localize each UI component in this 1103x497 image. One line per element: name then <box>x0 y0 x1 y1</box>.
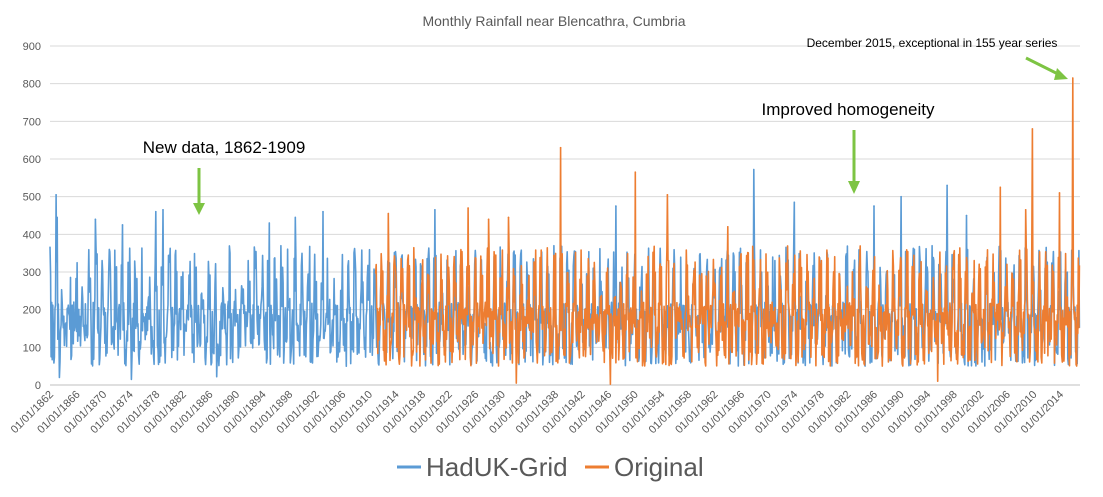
annotation-arrow-head <box>193 203 205 215</box>
peak-point <box>753 168 755 171</box>
legend-haduk-label: HadUK-Grid <box>426 452 568 482</box>
peak-point <box>666 194 669 196</box>
annotation-arrow-head <box>1054 68 1068 80</box>
y-tick-label: 700 <box>23 116 41 128</box>
peak-point <box>55 194 57 196</box>
y-tick-label: 200 <box>23 305 41 317</box>
peak-point <box>1072 77 1074 79</box>
y-tick-label: 400 <box>23 229 41 241</box>
annotation-december-2015-text: December 2015, exceptional in 155 year s… <box>807 36 1058 50</box>
legend-original-label: Original <box>614 452 704 482</box>
legend: HadUK-Grid Original <box>397 452 704 482</box>
y-tick-label: 800 <box>23 79 41 91</box>
peak-point <box>155 210 157 213</box>
y-tick-label: 500 <box>23 192 41 204</box>
y-tick-label: 100 <box>23 342 41 354</box>
peak-point <box>507 216 510 219</box>
peak-point <box>900 195 902 198</box>
peak-point <box>322 210 324 213</box>
peak-point <box>94 218 97 221</box>
y-tick-label: 900 <box>23 41 41 53</box>
x-axis-tick-labels: 01/01/186201/01/186601/01/187001/01/1874… <box>9 389 1066 436</box>
annotation-homogeneity: Improved homogeneity <box>762 100 935 194</box>
peak-point <box>793 201 796 204</box>
series-lines <box>49 77 1081 386</box>
peak-point <box>1024 209 1027 211</box>
peak-point <box>387 212 390 215</box>
peak-point <box>1058 192 1061 194</box>
peak-point <box>615 205 617 207</box>
peak-point <box>1031 128 1034 130</box>
chart-title: Monthly Rainfall near Blencathra, Cumbri… <box>422 13 685 29</box>
peak-point <box>999 186 1002 189</box>
peak-point <box>946 184 948 187</box>
annotation-homogeneity-text: Improved homogeneity <box>762 100 935 119</box>
annotation-arrow-head <box>848 181 860 194</box>
y-axis-tick-labels: 0 100 200 300 400 500 600 700 800 900 <box>23 41 41 392</box>
annotation-december-2015: December 2015, exceptional in 155 year s… <box>807 36 1068 80</box>
annotation-arrow-shaft <box>1025 56 1061 77</box>
peak-point <box>162 209 164 211</box>
peak-point <box>268 222 271 224</box>
peak-point <box>634 171 637 173</box>
peak-point <box>487 218 490 221</box>
peak-point <box>121 224 124 226</box>
peak-point <box>873 205 875 207</box>
peak-point <box>559 146 562 149</box>
peak-point <box>467 207 469 209</box>
peak-point <box>56 216 58 219</box>
peak-point <box>965 214 968 217</box>
peak-point <box>727 226 729 228</box>
y-tick-label: 0 <box>35 380 41 392</box>
y-tick-label: 300 <box>23 267 41 279</box>
peak-point <box>294 216 297 219</box>
annotation-new-data-text: New data, 1862-1909 <box>143 138 306 157</box>
y-tick-label: 600 <box>23 154 41 166</box>
annotation-new-data: New data, 1862-1909 <box>143 138 306 215</box>
series-line-original <box>374 77 1081 386</box>
peak-point <box>434 209 436 211</box>
